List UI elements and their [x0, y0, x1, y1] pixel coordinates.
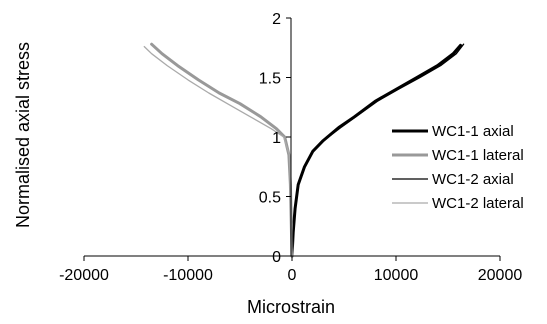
x-tick-label: -10000 [163, 267, 213, 284]
x-tick-label: -20000 [59, 267, 109, 284]
legend-label: WC1-1 axial [432, 123, 514, 140]
axis-layer: -20000 -10000 0 10000 20000 0 0.5 1 1.5 2 [59, 11, 522, 284]
legend-label: WC1-1 lateral [432, 147, 524, 164]
y-tick-label: 0.5 [259, 190, 281, 207]
legend-box [384, 114, 547, 232]
x-tick-label: 20000 [478, 267, 523, 284]
y-tick-label: 1.5 [259, 71, 281, 88]
legend-label: WC1-2 axial [432, 171, 514, 188]
y-tick-label: 2 [272, 11, 281, 28]
y-axis-title: Normalised axial stress [13, 42, 33, 228]
legend: WC1-1 axial WC1-1 lateral WC1-2 axial WC1-2… [384, 114, 547, 232]
x-tick-label: 0 [288, 267, 297, 284]
x-axis-title: Microstrain [247, 297, 335, 317]
y-tick-label: 1 [272, 130, 281, 147]
series-line-3 [291, 43, 465, 257]
legend-label: WC1-2 lateral [432, 195, 524, 212]
x-tick-label: 10000 [374, 267, 419, 284]
y-tick-label: 0 [272, 249, 281, 266]
